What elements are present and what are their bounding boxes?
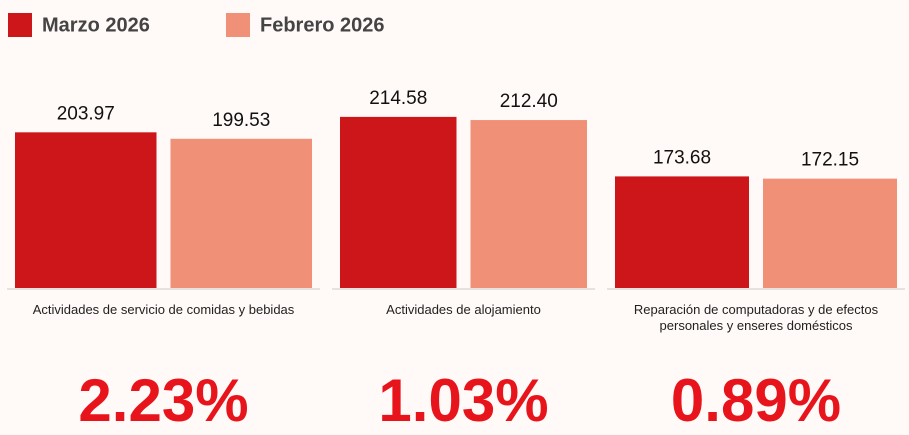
data-label: 214.58 — [369, 88, 427, 109]
category-label: Actividades de servicio de comidas y beb… — [32, 302, 295, 317]
bar — [615, 176, 749, 288]
legend-label: Febrero 2026 — [260, 14, 385, 36]
data-label: 172.15 — [801, 150, 859, 171]
legend-label: Marzo 2026 — [42, 14, 150, 36]
category-label: Actividades de alojamiento — [386, 302, 541, 317]
bar — [340, 116, 457, 289]
change-label: 2.23% — [78, 367, 248, 434]
bar — [170, 138, 312, 288]
legend-swatch — [8, 13, 32, 37]
category-label: Reparación de computadoras y de efectos … — [633, 302, 879, 333]
bar — [15, 132, 157, 288]
change-label: 1.03% — [378, 367, 548, 434]
legend-swatch — [226, 13, 250, 37]
data-label: 173.68 — [653, 147, 711, 168]
data-label: 212.40 — [500, 91, 558, 112]
bar — [470, 120, 587, 288]
bar — [763, 178, 897, 288]
data-label: 203.97 — [57, 103, 115, 124]
change-label: 0.89% — [671, 367, 841, 434]
data-label: 199.53 — [212, 110, 270, 131]
